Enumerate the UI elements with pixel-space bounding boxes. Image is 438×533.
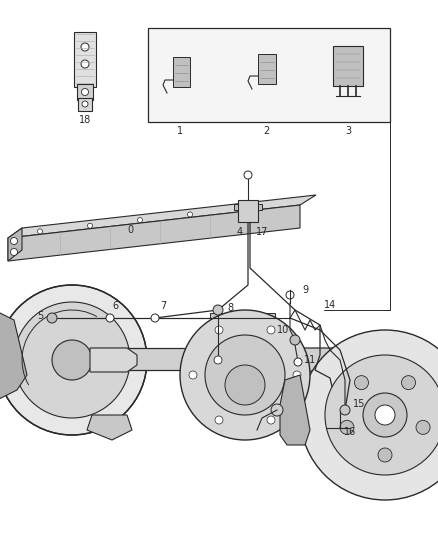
- Text: 5: 5: [37, 311, 43, 321]
- Polygon shape: [173, 57, 190, 87]
- Polygon shape: [78, 98, 92, 111]
- Text: 3: 3: [345, 126, 351, 136]
- Polygon shape: [210, 313, 275, 327]
- Polygon shape: [87, 415, 132, 440]
- Circle shape: [215, 326, 223, 334]
- Circle shape: [290, 335, 300, 345]
- Text: 4: 4: [237, 227, 243, 237]
- Circle shape: [378, 448, 392, 462]
- Text: 7: 7: [160, 301, 166, 311]
- Circle shape: [82, 101, 88, 107]
- Circle shape: [11, 238, 18, 245]
- Polygon shape: [90, 348, 137, 372]
- Circle shape: [225, 365, 265, 405]
- Circle shape: [271, 404, 283, 416]
- Circle shape: [363, 393, 407, 437]
- Circle shape: [213, 305, 223, 315]
- Circle shape: [325, 355, 438, 475]
- Circle shape: [354, 376, 368, 390]
- Circle shape: [300, 330, 438, 500]
- Polygon shape: [238, 200, 258, 222]
- Circle shape: [340, 405, 350, 415]
- Circle shape: [286, 291, 294, 299]
- Polygon shape: [92, 348, 220, 370]
- Circle shape: [205, 335, 285, 415]
- Circle shape: [215, 416, 223, 424]
- Text: 0: 0: [127, 225, 133, 235]
- Circle shape: [237, 206, 243, 211]
- Circle shape: [14, 302, 130, 418]
- Text: 11: 11: [304, 355, 316, 365]
- Text: 16: 16: [344, 427, 356, 437]
- Circle shape: [81, 88, 88, 95]
- Text: 8: 8: [227, 303, 233, 313]
- Circle shape: [244, 171, 252, 179]
- Polygon shape: [8, 205, 300, 261]
- Polygon shape: [8, 228, 22, 261]
- Circle shape: [138, 217, 142, 223]
- Polygon shape: [0, 310, 27, 400]
- Circle shape: [293, 371, 301, 379]
- Circle shape: [267, 416, 275, 424]
- Circle shape: [38, 229, 42, 234]
- Polygon shape: [290, 348, 380, 375]
- Circle shape: [180, 310, 310, 440]
- Circle shape: [416, 421, 430, 434]
- Circle shape: [88, 223, 92, 228]
- Circle shape: [267, 326, 275, 334]
- Polygon shape: [74, 32, 96, 87]
- Text: 9: 9: [302, 285, 308, 295]
- Circle shape: [214, 356, 222, 364]
- Circle shape: [189, 371, 197, 379]
- Circle shape: [294, 358, 302, 366]
- Circle shape: [47, 313, 57, 323]
- Circle shape: [106, 314, 114, 322]
- Circle shape: [11, 248, 18, 255]
- Text: 6: 6: [112, 301, 118, 311]
- Circle shape: [81, 43, 89, 51]
- Circle shape: [151, 314, 159, 322]
- Text: 1: 1: [177, 126, 183, 136]
- Circle shape: [0, 285, 147, 435]
- Polygon shape: [280, 375, 310, 445]
- Polygon shape: [333, 46, 363, 86]
- Text: 17: 17: [256, 227, 268, 237]
- Text: 15: 15: [353, 399, 365, 409]
- Polygon shape: [148, 28, 390, 122]
- Circle shape: [187, 212, 192, 217]
- Polygon shape: [258, 54, 276, 84]
- Circle shape: [340, 421, 354, 434]
- Polygon shape: [8, 195, 316, 238]
- Polygon shape: [234, 204, 238, 210]
- Text: 2: 2: [263, 126, 269, 136]
- Circle shape: [402, 376, 416, 390]
- Polygon shape: [77, 84, 93, 100]
- Text: 10: 10: [277, 325, 289, 335]
- Polygon shape: [258, 204, 262, 210]
- Circle shape: [81, 60, 89, 68]
- Circle shape: [52, 340, 92, 380]
- Text: 14: 14: [324, 300, 336, 310]
- Text: 18: 18: [79, 115, 91, 125]
- Circle shape: [375, 405, 395, 425]
